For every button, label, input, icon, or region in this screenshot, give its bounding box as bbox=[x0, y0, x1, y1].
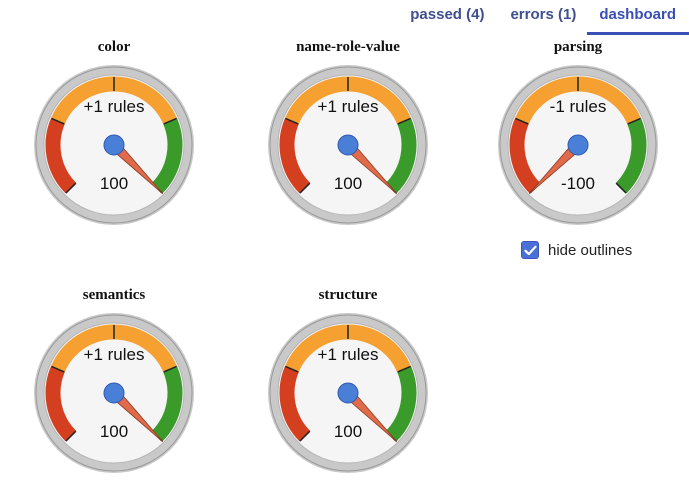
gauge-bezel-ring bbox=[35, 66, 193, 224]
tab-passed[interactable]: passed (4) bbox=[410, 6, 485, 23]
gauge-bezel-ring bbox=[499, 66, 657, 224]
gauge-tick bbox=[515, 117, 529, 125]
hide-outlines-option[interactable]: hide outlines bbox=[521, 241, 632, 259]
gauge-tick bbox=[65, 182, 77, 194]
gauge-tick bbox=[163, 365, 177, 373]
gauge-title: structure bbox=[318, 287, 378, 303]
gauge-tick bbox=[299, 430, 311, 442]
gauge-card-name-role-value: name-role-value +1 rules 100 bbox=[258, 37, 438, 227]
gauge-card-parsing: parsing -1 rules -100 bbox=[488, 37, 668, 227]
gauge-tick bbox=[285, 117, 299, 125]
gauge-bezel-ring bbox=[35, 314, 193, 472]
gauge-tick bbox=[615, 182, 627, 194]
gauge-band-red bbox=[45, 366, 77, 442]
gauge-tick bbox=[397, 365, 411, 373]
gauge-rules-label: +1 rules bbox=[318, 345, 379, 364]
gauge-hub bbox=[337, 382, 359, 404]
checkmark-icon bbox=[523, 245, 537, 255]
gauge-band-green bbox=[385, 118, 417, 194]
gauge-card-color: color +1 rules 100 bbox=[24, 37, 204, 227]
gauge-dial: +1 rules 100 bbox=[34, 313, 194, 473]
gauge-band-red bbox=[279, 118, 311, 194]
gauge-rules-label: +1 rules bbox=[84, 97, 145, 116]
gauge-tick bbox=[397, 117, 411, 125]
gauge-tick bbox=[627, 117, 641, 125]
gauge-dial: +1 rules 100 bbox=[268, 65, 428, 225]
gauge-tick bbox=[51, 117, 65, 125]
gauge-hub bbox=[103, 382, 125, 404]
view-tabs: passed (4) errors (1) dashboard bbox=[399, 0, 689, 35]
gauge-card-structure: structure +1 rules 100 bbox=[258, 285, 438, 475]
gauge-hub bbox=[103, 134, 125, 156]
gauge-band-green bbox=[615, 118, 647, 194]
gauge-hub bbox=[567, 134, 589, 156]
hide-outlines-label: hide outlines bbox=[548, 241, 633, 259]
gauge-title: semantics bbox=[82, 287, 146, 303]
gauge-band-red bbox=[45, 118, 77, 194]
gauge-tick bbox=[299, 182, 311, 194]
gauge-value-label: 100 bbox=[334, 422, 362, 441]
gauge-bezel-ring bbox=[269, 66, 427, 224]
gauge-value-label: 100 bbox=[100, 422, 128, 441]
gauge-bezel-ring bbox=[269, 314, 427, 472]
gauge-title: parsing bbox=[553, 39, 603, 55]
gauge-band-red bbox=[279, 366, 311, 442]
gauge-tick bbox=[163, 117, 177, 125]
gauge-card-semantics: semantics +1 rules 100 bbox=[24, 285, 204, 475]
gauge-dial: +1 rules 100 bbox=[34, 65, 194, 225]
gauge-tick bbox=[285, 365, 299, 373]
hide-outlines-checkbox[interactable] bbox=[521, 241, 539, 259]
tab-dashboard[interactable]: dashboard bbox=[587, 0, 689, 35]
gauge-tick bbox=[65, 430, 77, 442]
gauge-title: color bbox=[97, 39, 131, 55]
gauge-rules-label: +1 rules bbox=[318, 97, 379, 116]
gauge-rules-label: -1 rules bbox=[550, 97, 607, 116]
gauge-tick bbox=[51, 365, 65, 373]
tab-errors[interactable]: errors (1) bbox=[510, 6, 577, 23]
gauge-dial: -1 rules -100 bbox=[498, 65, 658, 225]
gauge-rules-label: +1 rules bbox=[84, 345, 145, 364]
gauge-band-green bbox=[151, 118, 183, 194]
gauge-value-label: 100 bbox=[334, 174, 362, 193]
gauge-dial: +1 rules 100 bbox=[268, 313, 428, 473]
gauge-band-green bbox=[151, 366, 183, 442]
gauge-value-label: -100 bbox=[561, 174, 595, 193]
gauge-value-label: 100 bbox=[100, 174, 128, 193]
gauge-title: name-role-value bbox=[296, 39, 400, 55]
gauge-band-red bbox=[509, 118, 541, 194]
gauge-hub bbox=[337, 134, 359, 156]
gauge-band-green bbox=[385, 366, 417, 442]
